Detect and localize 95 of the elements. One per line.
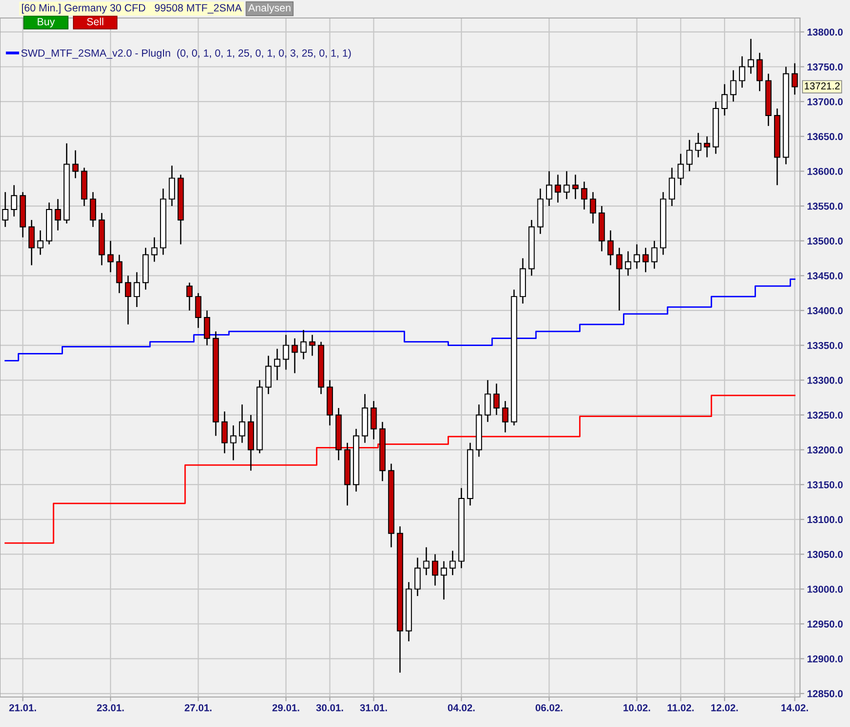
y-tick-label: 12900.0: [808, 655, 843, 662]
candlestick: [309, 334, 316, 356]
candlestick: [230, 424, 236, 461]
y-tick-label: 13800.0: [808, 28, 843, 36]
candlestick: [792, 62, 798, 96]
y-tick-label: 13300.0: [808, 376, 843, 384]
candlestick: [634, 244, 640, 270]
legend-label: SWD_MTF_2SMA_v2.0 - PlugIn (0, 0, 1, 0, 1, 25, 0, 1, 0, 3, 25, 0, 1, 1): [21, 49, 351, 59]
candlestick: [572, 174, 579, 200]
y-tick-label: 12850.0: [808, 690, 843, 698]
candlestick: [221, 410, 228, 454]
candlestick: [590, 191, 596, 224]
candlestick: [668, 167, 676, 207]
y-tick-label: 13150.0: [808, 481, 843, 488]
x-tick-label: 12.02.: [711, 704, 738, 712]
candlestick: [90, 191, 96, 228]
candlestick: [265, 355, 272, 395]
y-tick-label: 13700.0: [808, 98, 843, 106]
x-tick-label: 30.01.: [316, 704, 344, 712]
y-tick-label: 13250.0: [808, 412, 843, 419]
y-tick-label: 12950.0: [808, 620, 843, 628]
candlestick: [651, 240, 658, 270]
candlestick: [642, 247, 649, 273]
candlestick: [204, 310, 210, 346]
candlestick: [450, 550, 456, 576]
y-tick-label: 13100.0: [808, 516, 843, 524]
y-tick-label: 13400.0: [808, 307, 843, 314]
y-tick-label: 13650.0: [808, 133, 843, 140]
x-tick-label: 10.02.: [624, 704, 650, 712]
candlestick: [581, 181, 588, 210]
x-tick-label: 14.02.: [781, 704, 808, 712]
x-tick-label: 23.01.: [96, 704, 124, 712]
candlestick: [484, 380, 491, 423]
candlestick: [616, 247, 622, 312]
candlestick: [686, 139, 693, 172]
candlestick: [282, 334, 290, 370]
candlestick: [756, 52, 763, 92]
candlestick: [440, 560, 447, 600]
y-tick-label: 13550.0: [808, 202, 843, 210]
x-tick-label: 27.01.: [184, 704, 212, 712]
candlestick: [107, 240, 114, 273]
candlestick: [292, 338, 298, 374]
candlestick: [695, 132, 702, 158]
candlestick: [151, 236, 158, 262]
x-tick-label: 04.02.: [448, 704, 475, 712]
candlestick: [738, 56, 746, 88]
y-tick-label: 13750.0: [808, 63, 843, 70]
y-tick-label: 13600.0: [808, 168, 843, 175]
candlestick: [607, 230, 614, 266]
candlestick: [238, 404, 246, 444]
candlestick: [10, 184, 18, 218]
candlestick: [2, 191, 8, 228]
candlestick: [678, 153, 684, 186]
candlestick: [721, 84, 728, 116]
candlestick: [564, 170, 570, 200]
candlestick: [116, 254, 122, 294]
candlestick: [502, 400, 508, 433]
candlestick: [124, 275, 132, 326]
annotation: Sell: [86, 18, 104, 26]
y-tick-label: 13500.0: [808, 237, 843, 245]
candlestick: [414, 557, 421, 597]
text: [60 Min.] Germany 30 CFD 99508 MTF_2SMA: [22, 4, 242, 14]
y-tick-label: 13050.0: [808, 550, 843, 558]
y-tick-label: 13200.0: [808, 446, 843, 454]
x-tick-label: 29.01.: [272, 704, 300, 712]
candlestick: [28, 219, 35, 266]
candlestick: [134, 272, 140, 308]
candlestick: [274, 348, 280, 381]
candlestick: [423, 546, 430, 576]
y-tick-label: 13000.0: [808, 586, 843, 593]
y-tick-label: 13350.0: [808, 342, 843, 350]
candlestick: [493, 382, 500, 416]
y-tick-label: 13450.0: [808, 272, 843, 280]
x-tick-label: 06.02.: [536, 704, 562, 712]
candlestick: [432, 554, 438, 586]
candlestick: [168, 165, 176, 207]
candlestick: [186, 282, 193, 312]
text: Analysen: [248, 4, 290, 14]
candlestick: [370, 400, 377, 440]
candlestick: [624, 250, 632, 276]
candlestick: [748, 38, 754, 74]
candlestick: [72, 150, 79, 179]
candlestick: [54, 198, 62, 232]
candlestick: [300, 329, 307, 360]
x-tick-label: 21.01.: [9, 704, 36, 712]
annotation: 13721.2: [804, 82, 840, 90]
candlestick: [730, 70, 736, 102]
candlestick: [704, 136, 710, 158]
candlestick: [195, 292, 202, 329]
x-tick-label: 11.02.: [668, 704, 694, 712]
candlestick: [554, 174, 562, 204]
candlestick: [37, 230, 44, 256]
annotation: Buy: [38, 18, 55, 28]
x-tick-label: 31.01.: [360, 704, 387, 712]
candlestick: [546, 170, 552, 207]
